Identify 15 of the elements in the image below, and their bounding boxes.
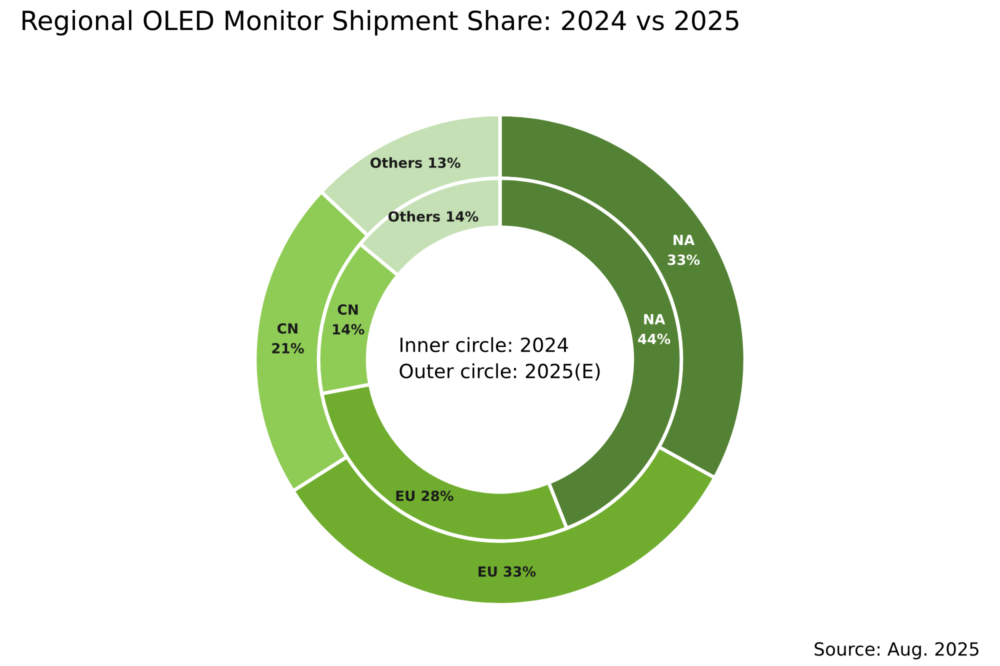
data-label: 14% — [333, 324, 364, 335]
data-label: 44% — [638, 334, 670, 344]
category-label: EU 28% — [396, 490, 454, 502]
slice-label: CN — [338, 304, 358, 315]
slice-label: Others 13% — [370, 157, 460, 168]
slice-label: NA — [674, 234, 695, 246]
data-label: 21% — [272, 342, 304, 354]
text: Inner circle: 2024 Outer circle: 2025(E) — [400, 337, 600, 381]
slice-label: NA — [644, 314, 666, 324]
category-label: Others 14% — [388, 210, 478, 222]
slice-label: EU 33% — [478, 566, 536, 577]
source-note: Source: Aug. 2025 — [814, 642, 978, 660]
slice-label: CN — [278, 323, 298, 334]
data-label: 33% — [668, 254, 700, 266]
chart-title: Regional OLED Monitor Shipment Share: 2024 vs 2025 — [22, 10, 738, 36]
